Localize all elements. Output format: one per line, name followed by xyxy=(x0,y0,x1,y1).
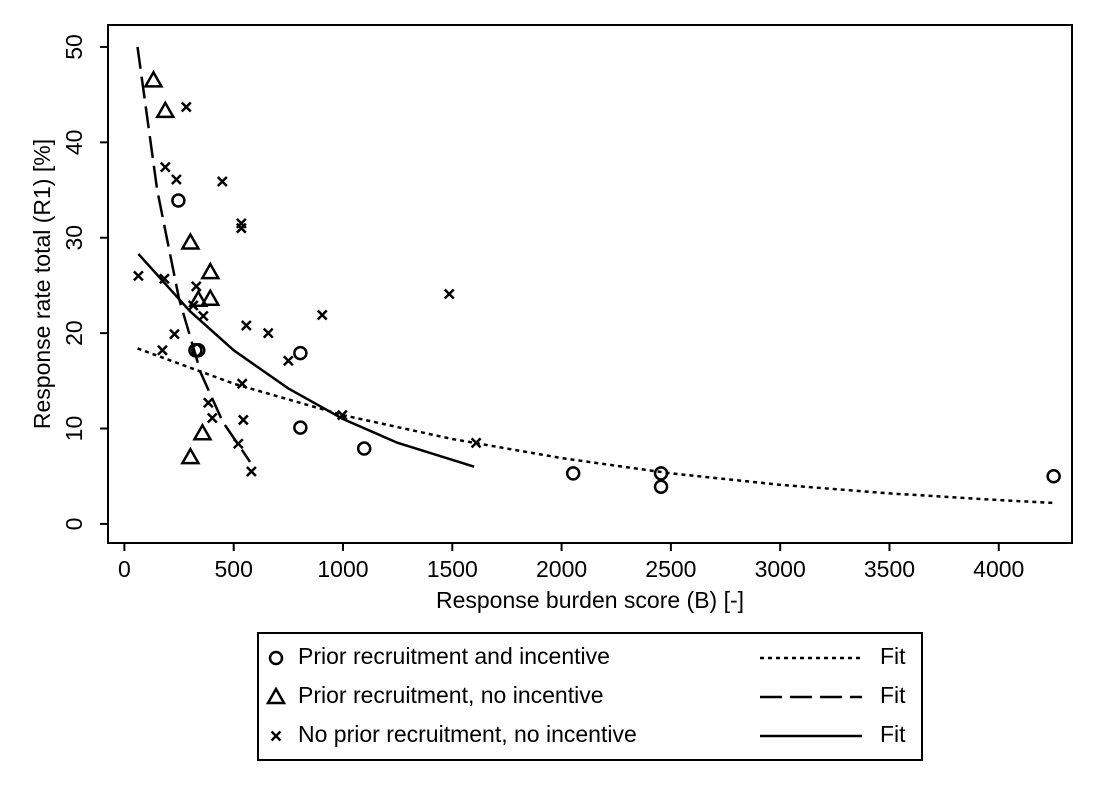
legend-label: No prior recruitment, no incentive xyxy=(298,721,637,747)
y-tick-label: 40 xyxy=(61,130,87,156)
y-tick-label: 0 xyxy=(61,518,87,531)
point xyxy=(246,466,257,477)
x-axis-label: Response burden score (B) [-] xyxy=(436,587,744,613)
y-tick-label: 20 xyxy=(61,320,87,346)
point xyxy=(356,441,372,456)
legend-label: Prior recruitment and incentive xyxy=(298,643,610,669)
point xyxy=(143,69,164,88)
point xyxy=(282,355,294,367)
point xyxy=(206,412,218,424)
point xyxy=(653,479,669,494)
point xyxy=(171,174,182,185)
point xyxy=(237,414,249,426)
point xyxy=(443,288,455,300)
x-tick-label: 3500 xyxy=(864,556,915,582)
legend-marker xyxy=(268,650,284,666)
point xyxy=(216,176,228,187)
point xyxy=(202,397,214,409)
point xyxy=(159,273,170,285)
point xyxy=(191,343,206,358)
y-axis-label: Response rate total (R1) [%] xyxy=(29,139,55,429)
x-tick-label: 2500 xyxy=(645,556,696,582)
x-tick-label: 4000 xyxy=(973,556,1024,582)
point xyxy=(1046,468,1061,484)
legend-frame xyxy=(257,632,923,761)
y-tick-label: 10 xyxy=(61,416,87,442)
x-tick-label: 1500 xyxy=(427,556,478,582)
x-tick-label: 3000 xyxy=(755,556,806,582)
legend-label: Fit xyxy=(880,643,906,669)
point xyxy=(180,446,201,465)
point xyxy=(187,300,199,311)
point xyxy=(157,344,168,356)
point xyxy=(180,231,201,250)
fit-line xyxy=(136,46,252,463)
point xyxy=(192,422,213,441)
legend-label: Fit xyxy=(880,721,906,747)
point xyxy=(180,101,192,113)
legend-marker xyxy=(265,686,287,705)
point xyxy=(293,345,308,361)
point xyxy=(235,222,247,234)
point xyxy=(133,270,144,282)
point xyxy=(159,161,171,173)
point xyxy=(262,327,274,339)
x-tick-label: 0 xyxy=(118,556,131,582)
legend-label: Fit xyxy=(880,682,906,708)
point xyxy=(190,281,202,292)
y-tick-label: 50 xyxy=(61,34,87,60)
legend-marker xyxy=(270,730,282,742)
point xyxy=(169,328,180,340)
point xyxy=(155,100,176,119)
plot-frame xyxy=(107,24,1073,544)
point xyxy=(171,193,186,208)
point xyxy=(293,420,308,435)
point xyxy=(316,309,328,321)
point xyxy=(188,289,209,307)
legend-label: Prior recruitment, no incentive xyxy=(298,682,604,708)
x-tick-label: 2000 xyxy=(536,556,587,582)
point xyxy=(200,261,221,280)
fit-line xyxy=(137,253,475,468)
point xyxy=(240,320,252,331)
point xyxy=(200,288,221,307)
x-tick-label: 1000 xyxy=(317,556,368,582)
x-tick-label: 500 xyxy=(215,556,253,582)
point xyxy=(565,466,581,481)
y-tick-label: 30 xyxy=(61,225,87,251)
